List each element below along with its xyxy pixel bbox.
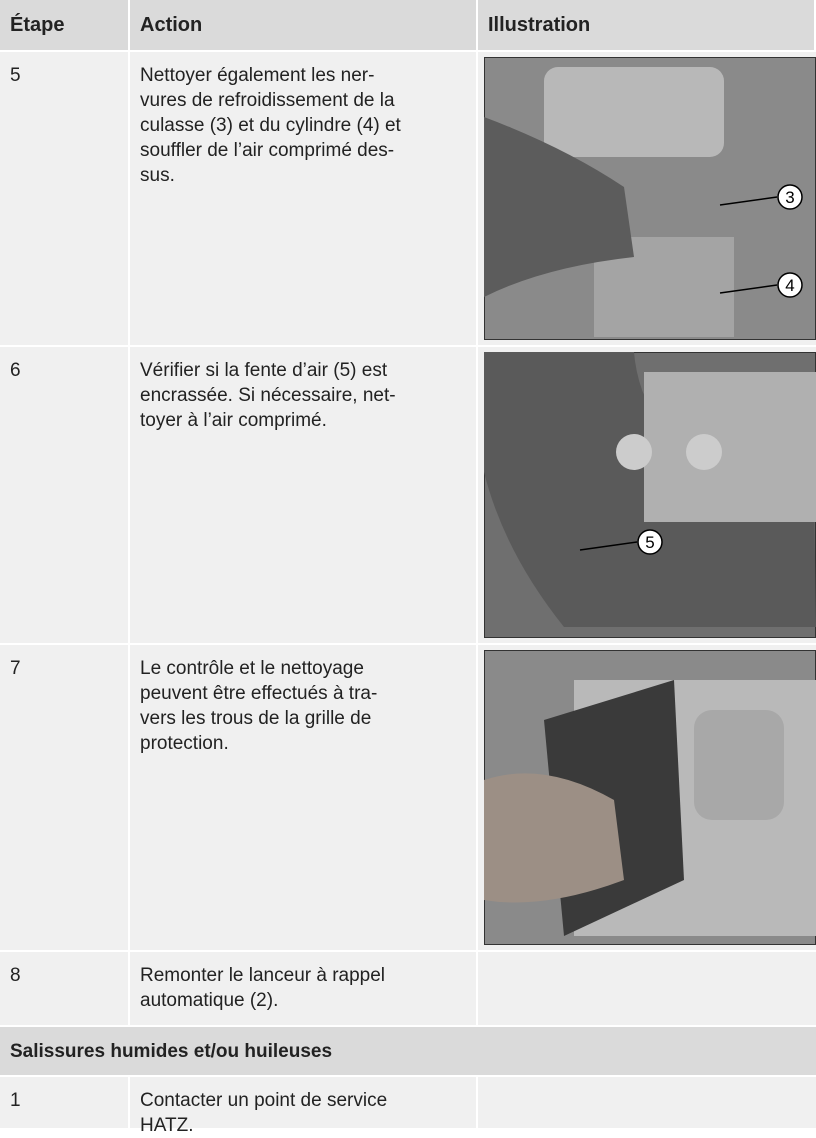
- step-cell: 1: [0, 1077, 128, 1128]
- photo-shape: [719, 284, 778, 294]
- photo-shape: [777, 184, 803, 210]
- illustration-cell: [478, 952, 816, 1025]
- text-line: vers les trous de la grille de: [140, 708, 372, 729]
- step-cell: 7: [0, 645, 128, 950]
- header-cell: Action: [130, 0, 476, 50]
- text-line: toyer à l’air comprimé.: [140, 410, 327, 431]
- text-line: Nettoyer également les ner-: [140, 65, 375, 86]
- text-line: HATZ.: [140, 1115, 194, 1136]
- photo-shape: [484, 773, 624, 903]
- photo-shape: [544, 67, 724, 157]
- text-line: Vérifier si la fente d’air (5) est: [140, 360, 388, 381]
- text-line: Le contrôle et le nettoyage: [140, 658, 364, 679]
- text-line: encrassée. Si nécessaire, net-: [140, 385, 396, 406]
- photo-shape: [686, 434, 722, 470]
- illustration-cell: [478, 1077, 816, 1128]
- photo-shape: [616, 434, 652, 470]
- photo-shape: [719, 196, 778, 206]
- text-line: Contacter un point de service: [140, 1090, 388, 1111]
- text-line: peuvent être effectués à tra-: [140, 683, 378, 704]
- illustration: 34: [484, 57, 816, 340]
- photo-shape: [694, 710, 784, 820]
- text-line: automatique (2).: [140, 990, 279, 1011]
- action-cell: Vérifier si la fente d’air (5) est encras…: [130, 347, 476, 643]
- text-line: Remonter le lanceur à rappel: [140, 965, 386, 986]
- text-line: vures de refroidissement de la: [140, 90, 395, 111]
- step-cell: 6: [0, 347, 128, 643]
- section-header: Salissures humides et/ou huileuses: [0, 1027, 816, 1075]
- photo-shape: [644, 372, 816, 522]
- text-line: culasse (3) et du cylindre (4) et: [140, 115, 401, 136]
- photo-shape: [484, 117, 634, 297]
- photo-shape: [777, 272, 803, 298]
- text-line: souffler de l’air comprimé des-: [140, 140, 395, 161]
- callout-label: 3: [785, 188, 794, 207]
- step-cell: 8: [0, 952, 128, 1025]
- photo-shape: [579, 541, 638, 551]
- text-line: protection.: [140, 733, 229, 754]
- action-cell: Remonter le lanceur à rappel automatique …: [130, 952, 476, 1025]
- photo-shape: [637, 529, 663, 555]
- action-cell: Contacter un point de service HATZ.: [130, 1077, 476, 1136]
- illustration: [484, 650, 816, 945]
- action-cell: Le contrôle et le nettoyage peuvent être …: [130, 645, 476, 950]
- callout-label: 5: [645, 533, 654, 552]
- illustration: 5: [484, 352, 816, 638]
- text-line: sus.: [140, 165, 175, 186]
- action-cell: Nettoyer également les ner-vures de refr…: [130, 52, 476, 345]
- header-cell: Illustration: [478, 0, 814, 50]
- step-cell: 5: [0, 52, 128, 345]
- callout-label: 4: [785, 276, 794, 295]
- header-cell: Étape: [0, 0, 128, 50]
